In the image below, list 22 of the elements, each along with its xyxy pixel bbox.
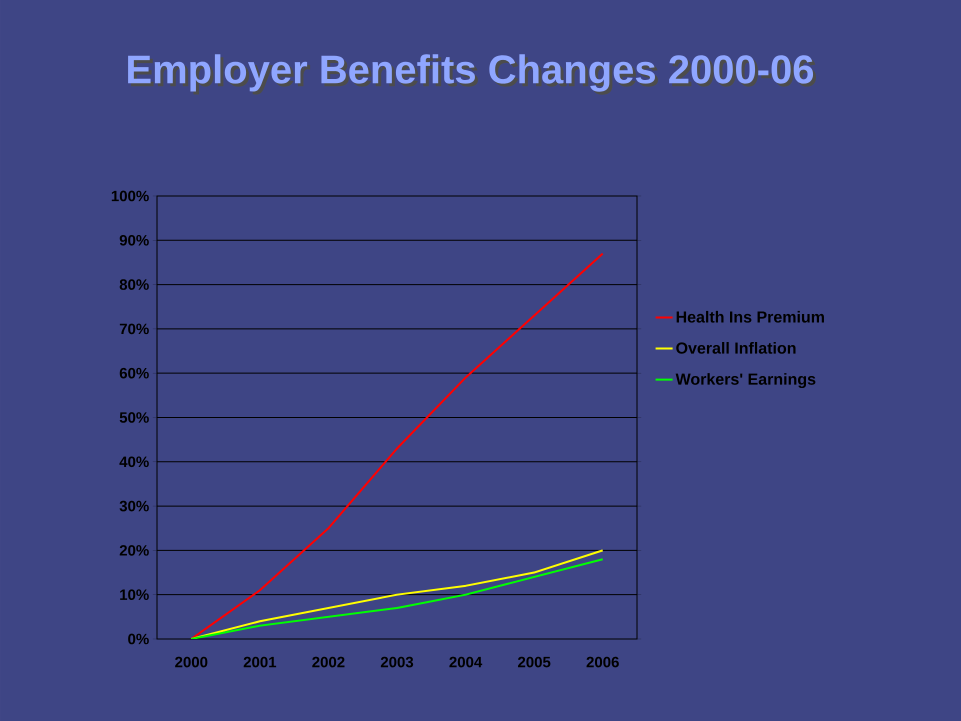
y-tick-label: 100%	[112, 190, 149, 202]
y-tick-label: 20%	[120, 545, 149, 556]
y-tick-label: 40%	[119, 456, 149, 468]
legend-label: Health Ins Premium	[676, 310, 824, 323]
legend-label: Overall Inflation	[676, 342, 796, 354]
line-series	[190, 252, 604, 639]
y-tick-label: 90%	[120, 234, 149, 246]
y-tick-label: 60%	[120, 368, 149, 378]
y-tick-label: 50%	[120, 412, 149, 423]
x-tick-label: 2006	[586, 656, 619, 668]
y-tick-label: 30%	[120, 500, 149, 512]
y-tick-label: 70%	[120, 324, 149, 334]
x-tick-label: 2001	[244, 656, 276, 668]
x-tick-label: 2004	[449, 656, 482, 668]
x-tick-label: 2000	[175, 656, 208, 668]
x-tick-label: 2003	[380, 656, 414, 668]
y-tick-label: 10%	[120, 589, 149, 600]
y-tick-label: 0%	[128, 634, 149, 644]
y-tick-label: 80%	[120, 279, 149, 290]
legend-label: Workers' Earnings	[676, 373, 816, 388]
x-tick-label: 2005	[518, 656, 550, 668]
x-tick-label: 2002	[312, 656, 345, 668]
